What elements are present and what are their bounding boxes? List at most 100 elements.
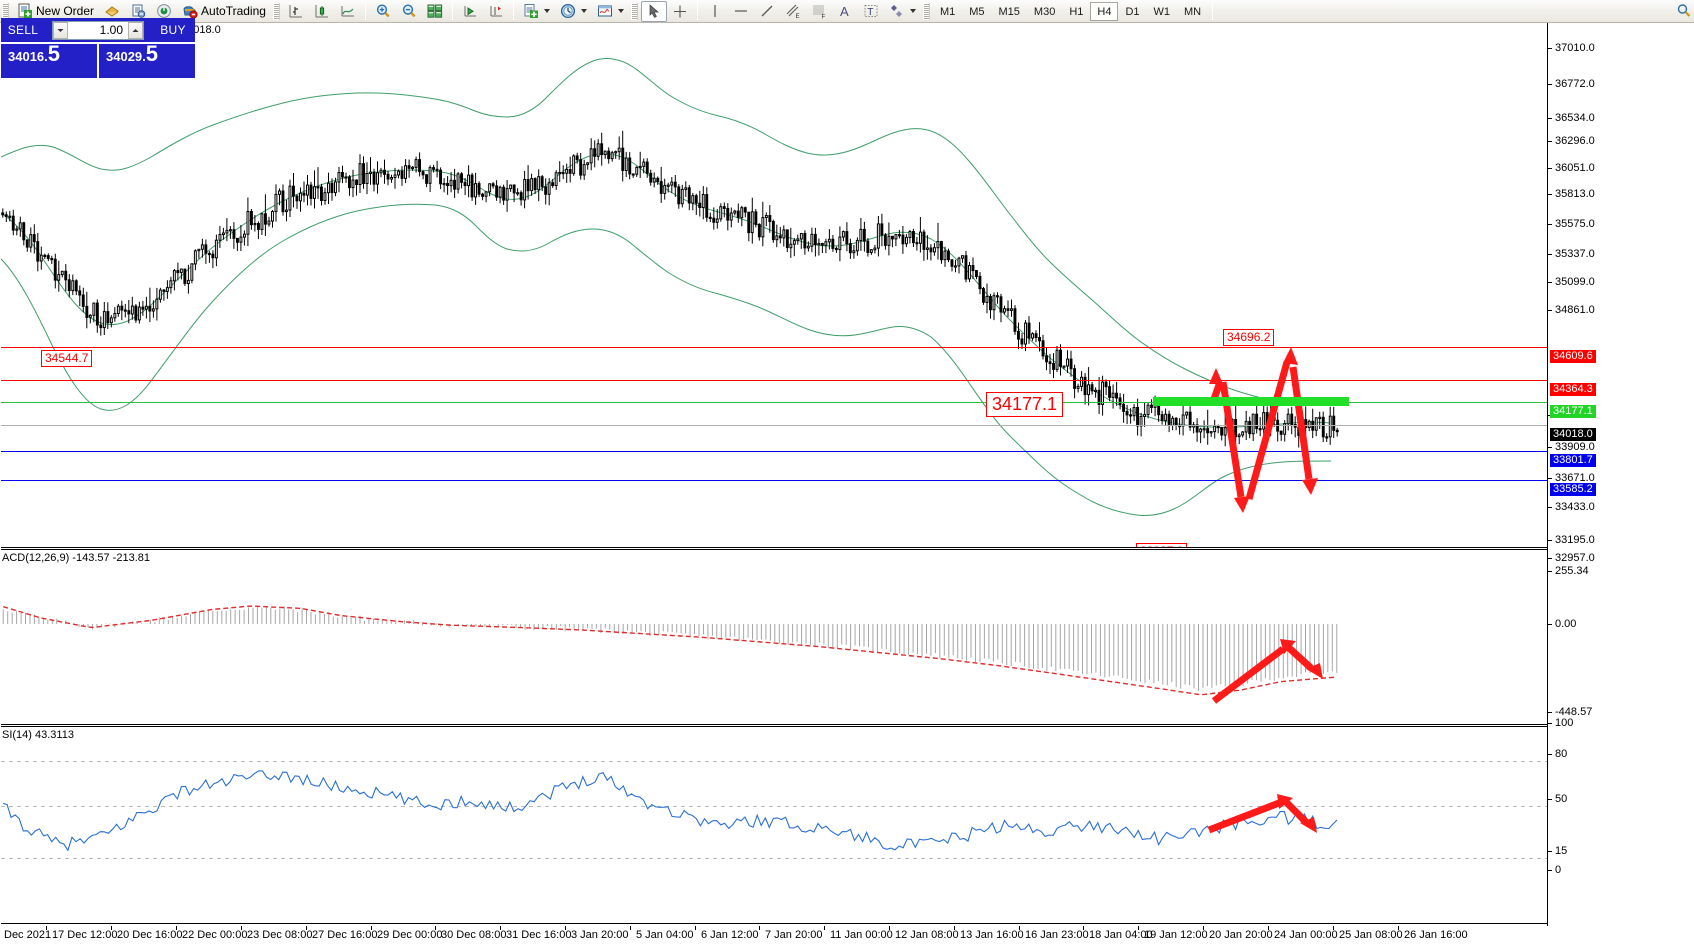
timeframe-m15[interactable]: M15 [998, 5, 1020, 18]
templates-button[interactable] [592, 1, 629, 22]
templates-caret-icon[interactable] [617, 9, 624, 13]
time-axis[interactable]: Dec 2021 17 Dec 12:00 20 Dec 16:00 22 Dec 0… [1, 926, 1547, 946]
indicators-caret-icon[interactable] [543, 9, 550, 13]
text-tool-button[interactable]: A [832, 1, 858, 22]
timeframe-mn[interactable]: MN [1184, 5, 1202, 18]
axis-tick-label: 37010.0 [1555, 42, 1595, 54]
bar-chart-button[interactable] [283, 1, 309, 22]
time-axis-tick [954, 926, 955, 930]
support-zone-rectangle[interactable] [1153, 397, 1349, 406]
sell-price-fraction: 5 [47, 41, 61, 66]
fibonacci-icon: F [811, 3, 827, 20]
fibonacci-tool-button[interactable]: F [806, 1, 832, 22]
expert-advisors-button[interactable] [125, 1, 151, 22]
axis-tick-label: 0.00 [1555, 618, 1577, 630]
time-axis-tick [630, 926, 631, 930]
price-tag-33585-2[interactable]: 33585.2 [1550, 483, 1596, 496]
line-chart-icon [340, 3, 356, 19]
price-panel[interactable]: 34544.7 34696.2 34177.1 33037.0 [1, 37, 1547, 547]
forecast-arrows [1208, 347, 1318, 513]
annotation-33037[interactable]: 33037.0 [1136, 543, 1188, 547]
rsi-gridline-50 [1, 806, 1547, 807]
timeframe-d1[interactable]: D1 [1125, 5, 1140, 18]
rsi-gridline-80 [1, 761, 1547, 762]
rsi-bottom-border [1, 923, 1547, 924]
candlestick-chart-button[interactable] [309, 1, 335, 22]
auto-scroll-button[interactable] [457, 1, 483, 22]
zoom-out-button[interactable] [396, 1, 422, 22]
zoom-in-button[interactable] [370, 1, 396, 22]
resistance-line-34364[interactable] [1, 380, 1547, 381]
timeframe-h1[interactable]: H1 [1069, 5, 1084, 18]
minimize-button[interactable] [1676, 3, 1692, 19]
timeframe-m5[interactable]: M5 [969, 5, 985, 18]
time-axis-label: 20 Jan 20:00 [1209, 929, 1273, 941]
tile-windows-button[interactable] [422, 1, 448, 22]
axis-tickmark [1548, 851, 1552, 852]
equidistant-channel-tool-button[interactable]: E [780, 1, 806, 22]
price-axis[interactable]: 37010.0 36772.0 36534.0 36296.0 36051.0 35813… [1548, 23, 1694, 946]
timeframe-w1[interactable]: W1 [1153, 5, 1171, 18]
sell-price-button[interactable]: 34016 . 5 [1, 41, 97, 78]
text-icon: A [837, 3, 853, 19]
price-tag-33801-7[interactable]: 33801.7 [1550, 454, 1596, 467]
axis-tick-label: 255.34 [1555, 565, 1589, 577]
chart-shift-button[interactable] [483, 1, 509, 22]
toolbar-grip[interactable] [2, 2, 9, 20]
buy-button-label[interactable]: BUY [151, 18, 195, 42]
axis-tickmark [1548, 754, 1552, 755]
line-chart-button[interactable] [335, 1, 361, 22]
time-axis-label: 23 Dec 08:00 [247, 929, 313, 941]
macd-panel[interactable] [1, 561, 1547, 724]
signals-button[interactable] [151, 1, 177, 22]
macd-indicator-header: ACD(12,26,9) -143.57 -213.81 [2, 552, 150, 564]
price-tag-34364-3[interactable]: 34364.3 [1550, 383, 1596, 396]
periods-button[interactable] [555, 1, 592, 22]
time-axis-label: 30 Dec 08:00 [441, 929, 507, 941]
timeframe-m1[interactable]: M1 [939, 5, 956, 18]
chart-window[interactable]: DJ30-,H4 34181.0 34187.0 33748.0 34018.0 [0, 23, 1694, 946]
panel-separator-2b [1, 726, 1547, 727]
resistance-line-34609[interactable] [1, 347, 1547, 348]
crosshair-icon [672, 3, 688, 19]
support-line-34177[interactable] [1, 402, 1547, 403]
toolbar-grip-4[interactable] [922, 2, 930, 20]
support-line-33585[interactable] [1, 480, 1547, 481]
toolbar-grip-3[interactable] [630, 2, 638, 20]
shapes-tool-button[interactable] [884, 1, 921, 22]
annotation-34544[interactable]: 34544.7 [41, 350, 93, 367]
sell-price-integer: 34016 [8, 49, 45, 64]
indicators-button[interactable] [518, 1, 555, 22]
text-label-tool-button[interactable]: T [858, 1, 884, 22]
volume-input[interactable]: 1.00 [52, 20, 144, 40]
volume-decrement-button[interactable] [53, 21, 68, 39]
cursor-tool-button[interactable] [640, 0, 667, 22]
timeframe-h4[interactable]: H4 [1090, 1, 1119, 21]
sell-button-label[interactable]: SELL [1, 18, 45, 42]
annotation-34177[interactable]: 34177.1 [986, 392, 1064, 417]
shapes-caret-icon[interactable] [909, 9, 916, 13]
toolbar-grip-2[interactable] [272, 2, 280, 20]
volume-increment-button[interactable] [128, 21, 143, 39]
support-line-33801[interactable] [1, 451, 1547, 452]
toolbar-separator-3 [512, 2, 514, 20]
one-click-trading-panel[interactable]: SELL 1.00 BUY 34016 . 5 [1, 18, 195, 90]
rsi-panel[interactable] [1, 738, 1547, 926]
periods-caret-icon[interactable] [580, 9, 587, 13]
crosshair-tool-button[interactable] [667, 1, 693, 22]
axis-tickmark [1548, 118, 1552, 119]
autotrading-button[interactable]: AutoTrading [177, 1, 271, 22]
new-order-button[interactable]: New Order [12, 1, 99, 22]
price-tag-34018-0[interactable]: 34018.0 [1550, 428, 1596, 441]
price-tag-34609-6[interactable]: 34609.6 [1550, 350, 1596, 363]
trendline-tool-button[interactable] [754, 1, 780, 22]
annotation-34696[interactable]: 34696.2 [1223, 329, 1275, 346]
timeframe-m30[interactable]: M30 [1033, 5, 1056, 18]
metaeditor-button[interactable] [99, 1, 125, 22]
horizontal-line-tool-button[interactable] [728, 1, 754, 22]
price-axis-divider [1547, 23, 1548, 926]
time-axis-tick [565, 926, 566, 930]
price-tag-34177-1[interactable]: 34177.1 [1550, 405, 1596, 418]
vertical-line-tool-button[interactable] [702, 1, 728, 22]
buy-price-button[interactable]: 34029 . 5 [99, 43, 195, 78]
